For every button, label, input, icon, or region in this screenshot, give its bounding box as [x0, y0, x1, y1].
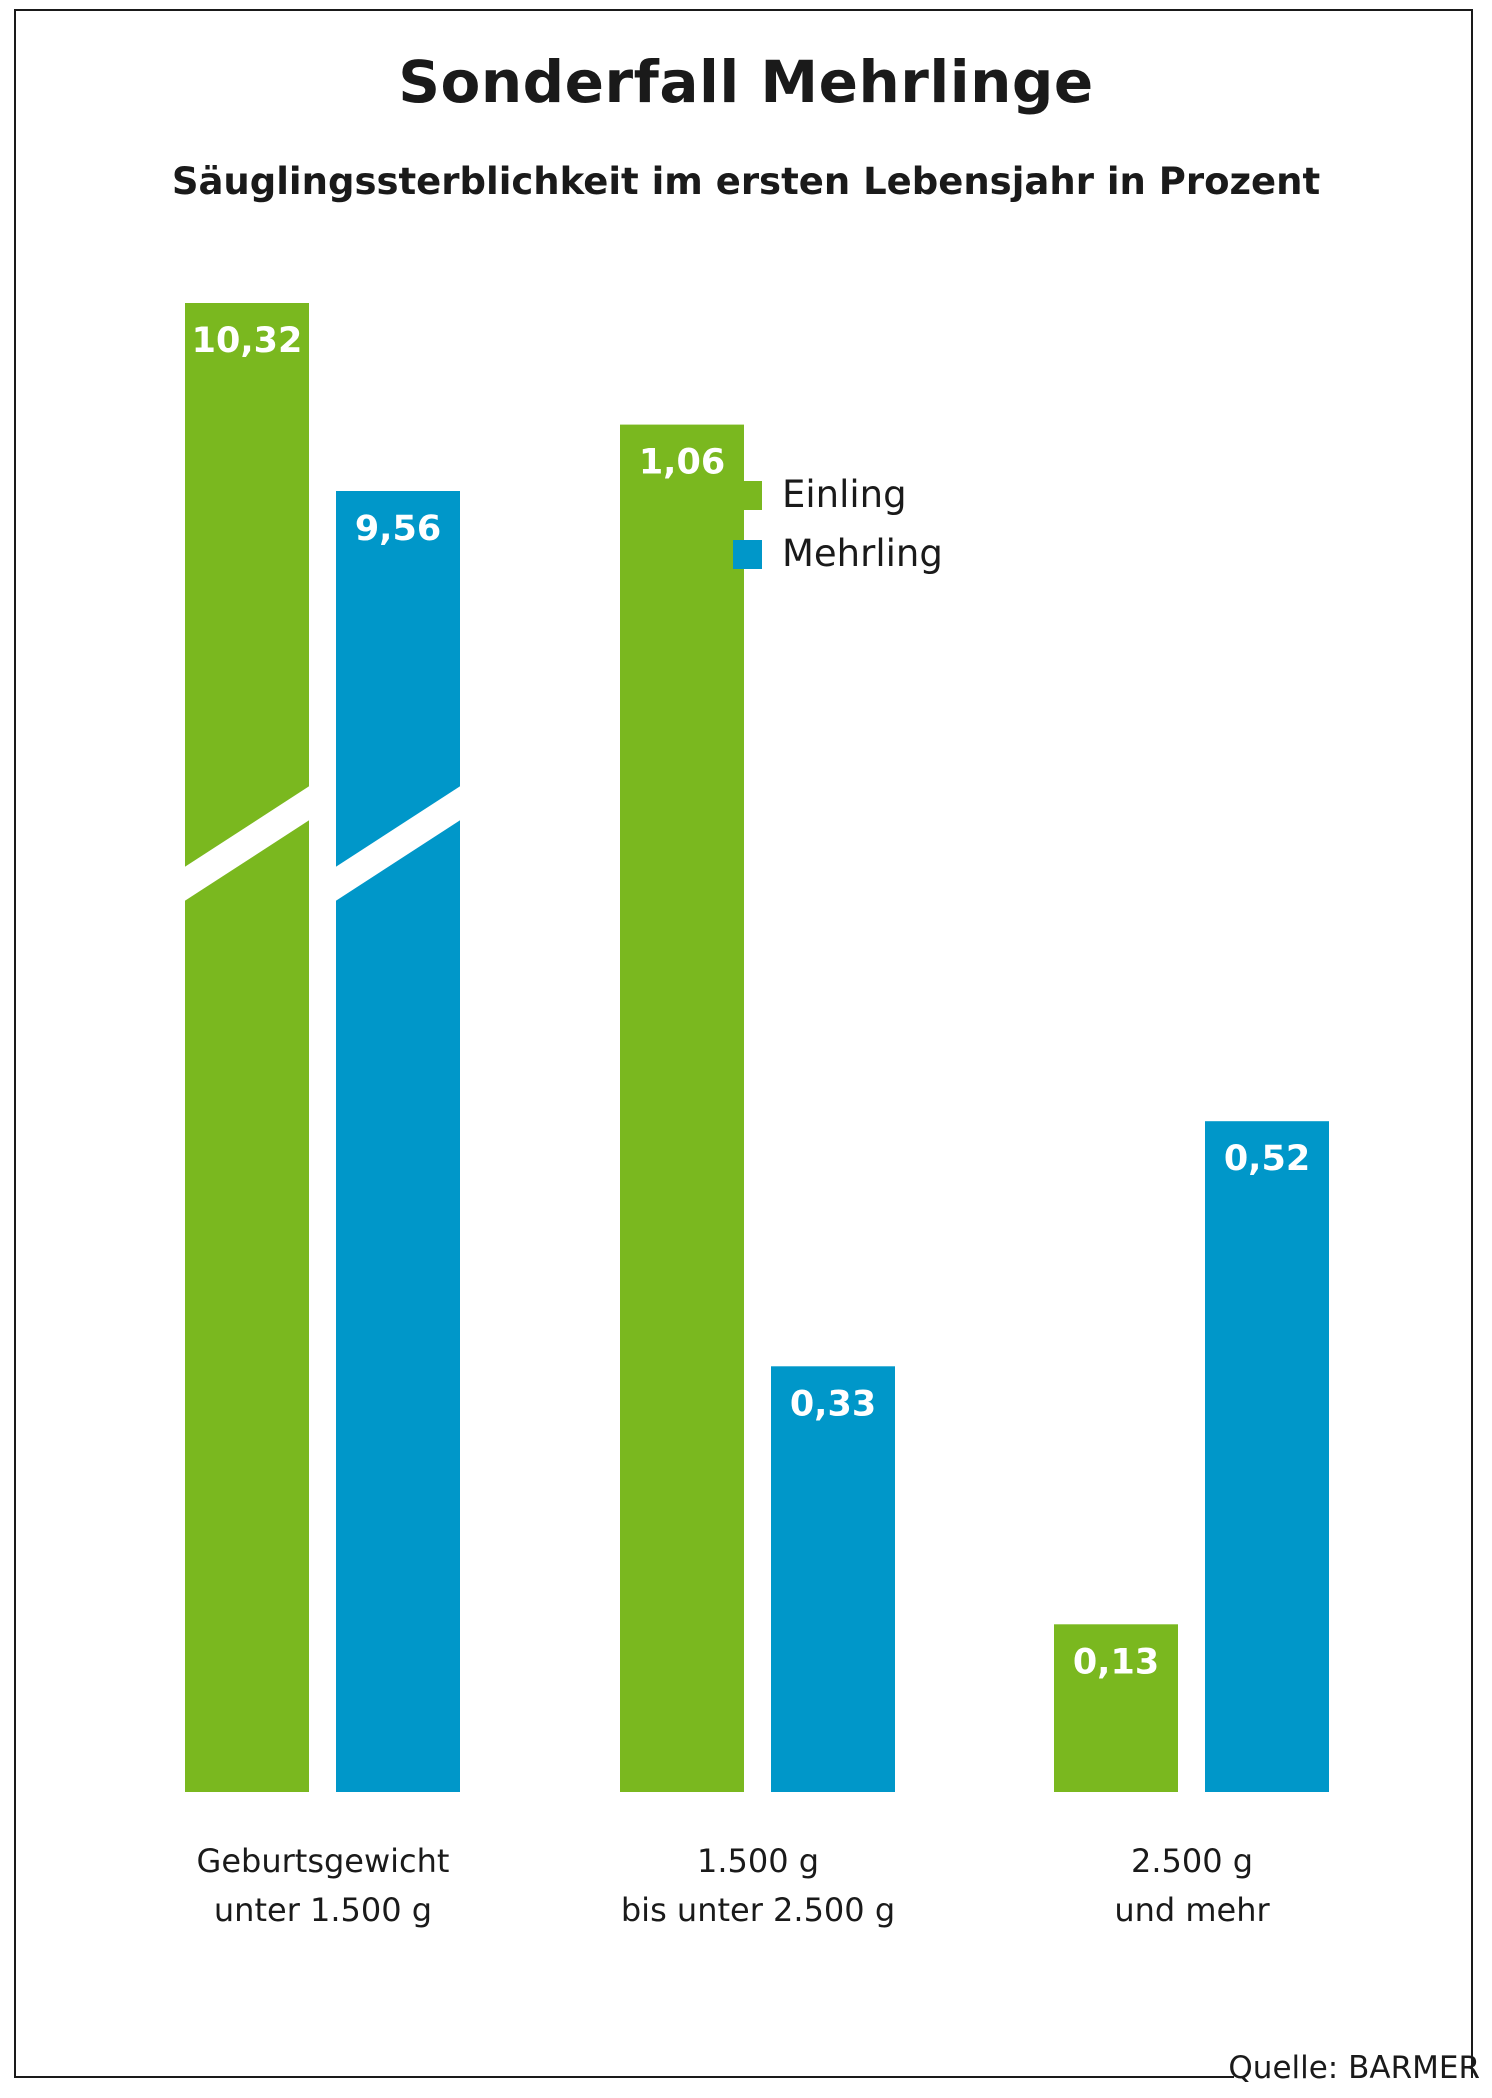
data-label-mehrling-1: 9,56	[355, 509, 441, 549]
chart-subtitle: Säuglingssterblichkeit im ersten Lebensj…	[171, 160, 1321, 203]
category-label-1-line-1: Geburtsgewicht	[197, 1842, 450, 1880]
legend-swatch-mehrling	[733, 540, 762, 569]
bar-mehrling-3	[1205, 1121, 1329, 1792]
bar-einling-2	[620, 424, 744, 1793]
data-label-einling-3: 0,13	[1073, 1642, 1159, 1682]
axis-break-einling	[183, 785, 311, 902]
axis-break-mehrling	[334, 785, 462, 902]
chart-frame	[14, 9, 1473, 2078]
legend-label-einling: Einling	[782, 473, 907, 516]
legend-label-mehrling: Mehrling	[782, 532, 943, 575]
bar-einling-3	[1054, 1624, 1178, 1792]
bar-mehrling-1	[336, 491, 460, 1792]
category-label-1-line-2: unter 1.500 g	[214, 1891, 432, 1929]
category-label-3-line-1: 2.500 g	[1131, 1842, 1253, 1880]
category-label-2-line-1: 1.500 g	[697, 1842, 819, 1880]
data-label-einling-1: 10,32	[192, 321, 303, 361]
category-label-2-line-2: bis unter 2.500 g	[621, 1891, 895, 1929]
bar-einling-1	[185, 303, 309, 1792]
data-label-mehrling-3: 0,52	[1224, 1139, 1310, 1179]
data-label-mehrling-2: 0,33	[790, 1384, 876, 1424]
frame-bottom-line	[14, 2076, 1234, 2078]
data-label-einling-2: 1,06	[639, 443, 725, 483]
chart-title: Sonderfall Mehrlinge	[398, 48, 1094, 116]
bar-mehrling-2	[771, 1366, 895, 1792]
source-note: Quelle: BARMER	[1228, 2050, 1480, 2086]
category-label-3-line-2: und mehr	[1114, 1891, 1270, 1929]
legend-swatch-einling	[733, 481, 762, 510]
